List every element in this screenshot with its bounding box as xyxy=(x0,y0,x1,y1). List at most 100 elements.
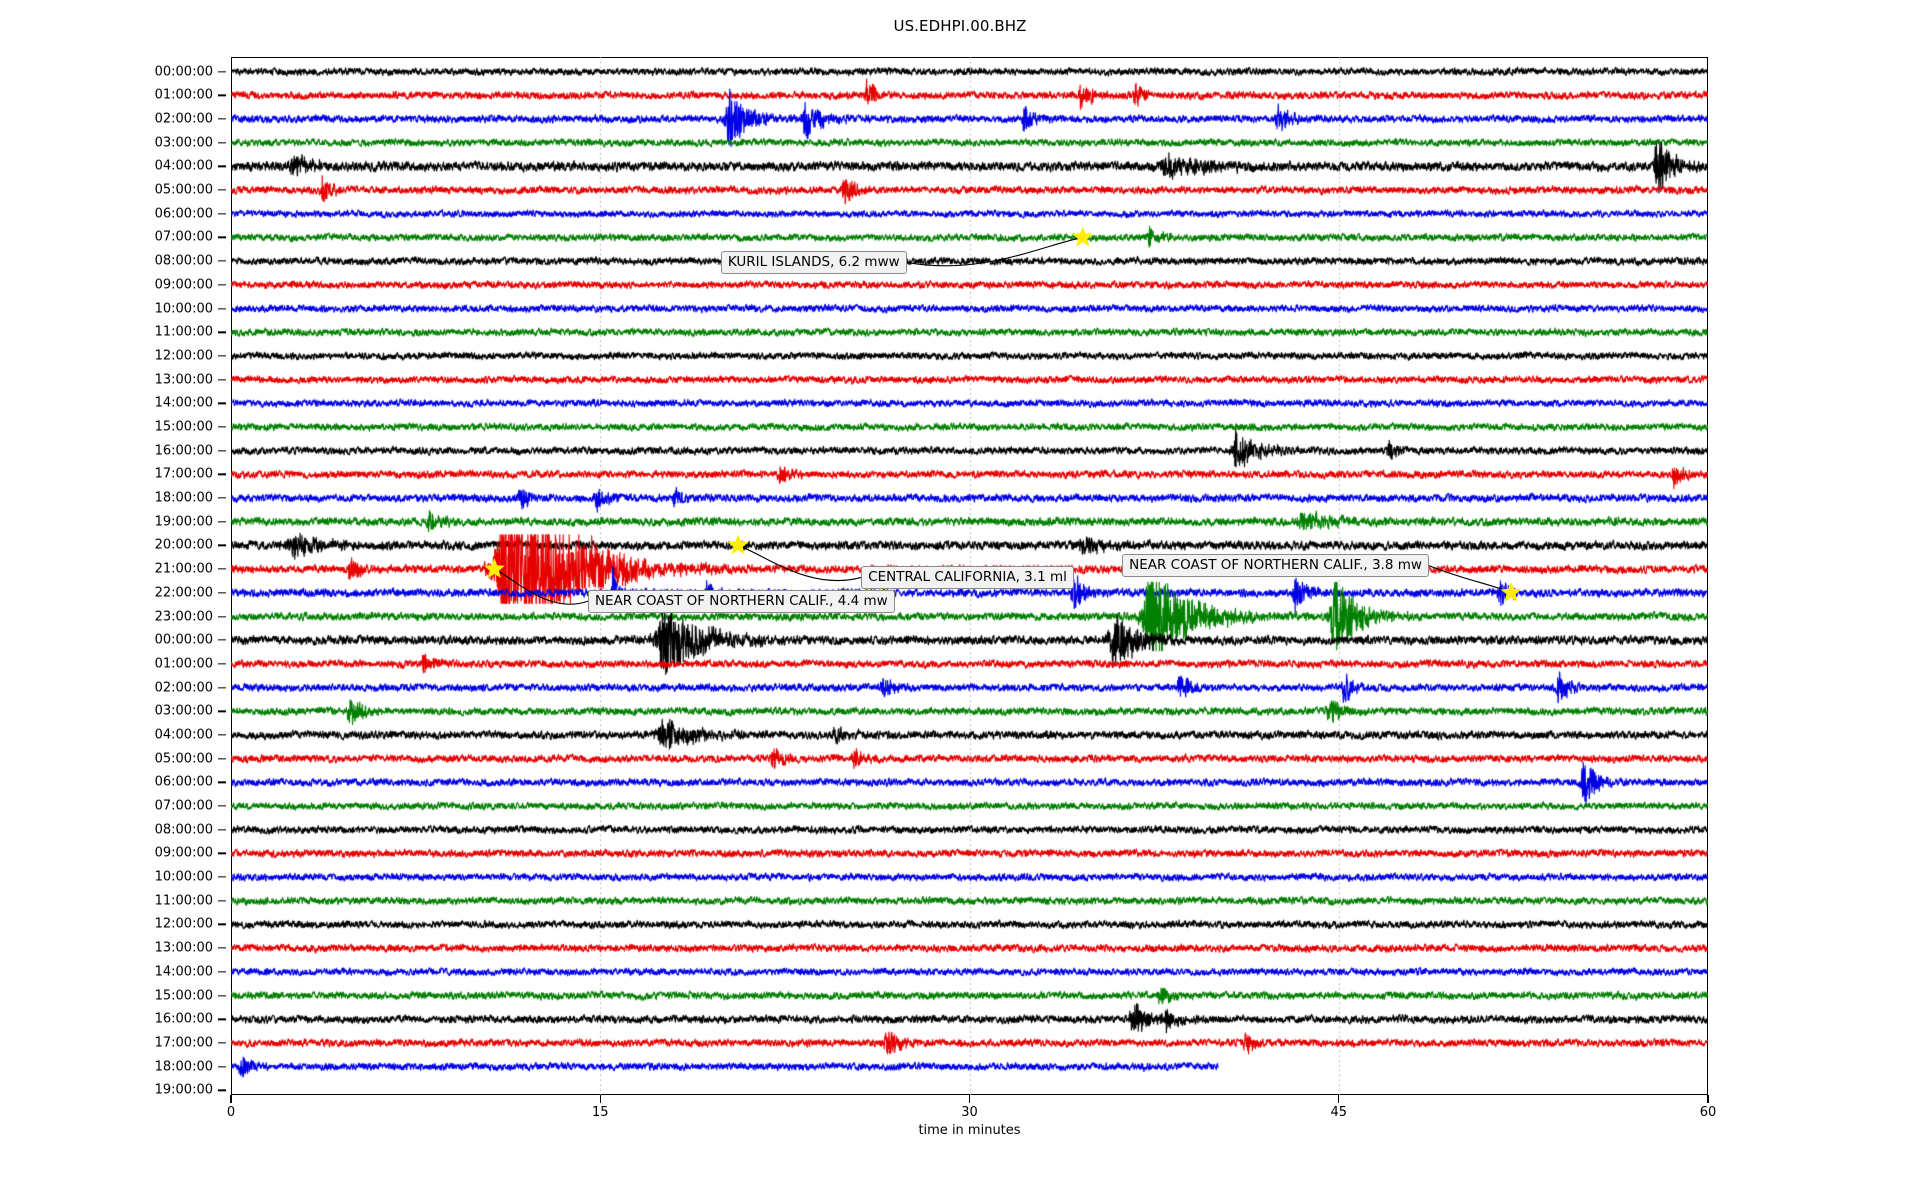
y-tick-label-16: 16:00:00 xyxy=(154,443,213,459)
y-tick-label-29: 05:00:00 xyxy=(154,751,213,767)
y-tick-label-33: 09:00:00 xyxy=(154,845,213,861)
y-tick-mark-30 xyxy=(218,781,226,783)
y-tick-mark-24 xyxy=(218,639,226,641)
y-tick-label-15: 15:00:00 xyxy=(154,419,213,435)
y-tick-label-38: 14:00:00 xyxy=(154,964,213,980)
y-tick-label-8: 08:00:00 xyxy=(154,253,213,269)
x-tick-mark-4 xyxy=(1707,1095,1709,1103)
y-tick-mark-7 xyxy=(218,236,226,239)
y-tick-label-41: 17:00:00 xyxy=(154,1035,213,1051)
x-tick-label-4: 60 xyxy=(1699,1105,1717,1120)
y-tick-mark-17 xyxy=(218,473,226,476)
y-tick-mark-32 xyxy=(218,829,226,831)
y-tick-mark-0 xyxy=(218,70,226,73)
y-tick-label-25: 01:00:00 xyxy=(154,656,213,672)
y-tick-mark-26 xyxy=(218,686,226,689)
y-tick-mark-13 xyxy=(218,378,226,381)
y-tick-mark-31 xyxy=(218,805,226,807)
y-tick-mark-42 xyxy=(218,1065,226,1068)
y-tick-mark-5 xyxy=(218,189,226,191)
x-tick-label-1: 15 xyxy=(591,1105,609,1120)
y-tick-mark-27 xyxy=(218,710,226,712)
y-tick-mark-21 xyxy=(218,568,226,570)
y-tick-label-12: 12:00:00 xyxy=(154,348,213,364)
y-tick-mark-10 xyxy=(218,307,226,310)
y-tick-mark-41 xyxy=(218,1042,226,1044)
y-tick-label-31: 07:00:00 xyxy=(154,798,213,814)
x-tick-label-2: 30 xyxy=(961,1105,978,1120)
y-tick-mark-43 xyxy=(218,1089,226,1091)
y-tick-mark-14 xyxy=(218,402,226,404)
y-tick-label-13: 13:00:00 xyxy=(154,372,213,388)
y-tick-label-24: 00:00:00 xyxy=(154,632,213,648)
y-tick-mark-8 xyxy=(218,260,226,262)
y-tick-label-32: 08:00:00 xyxy=(154,822,213,838)
y-tick-label-18: 18:00:00 xyxy=(154,490,213,506)
y-tick-mark-23 xyxy=(218,615,226,618)
y-tick-label-19: 19:00:00 xyxy=(154,514,213,530)
x-tick-mark-1 xyxy=(599,1095,601,1103)
y-tick-label-1: 01:00:00 xyxy=(154,87,213,103)
y-tick-mark-20 xyxy=(218,544,226,547)
y-tick-label-22: 22:00:00 xyxy=(154,585,213,601)
y-tick-label-30: 06:00:00 xyxy=(154,774,213,790)
x-tick-label-3: 45 xyxy=(1330,1105,1348,1120)
y-axis-tick-labels: 00:00:00 01:00:00 02:00:00 03:00:00 04:00:00… xyxy=(0,57,231,1098)
y-tick-label-27: 03:00:00 xyxy=(154,703,213,719)
event-annotation-n-calif-44[interactable]: NEAR COAST OF NORTHERN CALIF., 4.4 mw xyxy=(587,589,895,613)
y-tick-label-28: 04:00:00 xyxy=(154,727,213,743)
y-tick-label-0: 00:00:00 xyxy=(154,64,213,80)
y-tick-label-7: 07:00:00 xyxy=(154,229,213,245)
y-tick-mark-37 xyxy=(218,947,226,949)
y-tick-label-34: 10:00:00 xyxy=(154,869,213,885)
y-tick-label-17: 17:00:00 xyxy=(154,466,213,482)
event-annotation-kuril[interactable]: KURIL ISLANDS, 6.2 mww xyxy=(720,250,907,274)
y-tick-label-2: 02:00:00 xyxy=(154,111,213,127)
y-tick-label-20: 20:00:00 xyxy=(154,537,213,553)
y-tick-mark-19 xyxy=(218,521,226,523)
event-annotation-central-ca[interactable]: CENTRAL CALIFORNIA, 3.1 ml xyxy=(861,565,1074,589)
y-tick-mark-16 xyxy=(218,450,226,452)
y-tick-mark-33 xyxy=(218,852,226,855)
y-tick-mark-28 xyxy=(218,734,226,736)
y-tick-label-21: 21:00:00 xyxy=(154,561,213,577)
y-tick-mark-9 xyxy=(218,284,226,286)
y-tick-mark-11 xyxy=(218,331,226,333)
x-tick-label-0: 0 xyxy=(226,1105,236,1120)
y-tick-label-14: 14:00:00 xyxy=(154,395,213,411)
y-tick-label-11: 11:00:00 xyxy=(154,324,213,340)
event-annotation-n-calif-38[interactable]: NEAR COAST OF NORTHERN CALIF., 3.8 mw xyxy=(1122,553,1429,578)
x-tick-mark-2 xyxy=(968,1095,971,1103)
y-tick-label-43: 19:00:00 xyxy=(154,1082,213,1098)
page-title: US.EDHPI.00.BHZ xyxy=(893,17,1027,35)
y-tick-mark-36 xyxy=(218,923,226,926)
y-tick-mark-29 xyxy=(218,757,226,760)
y-tick-label-26: 02:00:00 xyxy=(154,680,213,696)
y-tick-label-39: 15:00:00 xyxy=(154,988,213,1004)
y-tick-mark-1 xyxy=(218,94,226,96)
y-tick-mark-12 xyxy=(218,355,226,357)
y-tick-label-6: 06:00:00 xyxy=(154,206,213,222)
y-tick-mark-25 xyxy=(218,663,226,665)
x-tick-mark-0 xyxy=(230,1095,232,1103)
y-tick-mark-38 xyxy=(218,971,226,973)
y-tick-mark-34 xyxy=(218,876,226,878)
x-tick-mark-3 xyxy=(1338,1095,1340,1103)
y-tick-mark-2 xyxy=(218,118,226,120)
y-tick-label-10: 10:00:00 xyxy=(154,301,213,317)
y-tick-mark-22 xyxy=(218,592,226,594)
y-tick-label-36: 12:00:00 xyxy=(154,916,213,932)
y-tick-label-9: 09:00:00 xyxy=(154,277,213,293)
y-tick-label-3: 03:00:00 xyxy=(154,135,213,151)
y-tick-mark-39 xyxy=(218,994,226,997)
x-axis-tick-labels: 0 15 30 45 60 xyxy=(0,1095,1920,1135)
y-tick-mark-35 xyxy=(218,900,226,902)
y-tick-mark-6 xyxy=(218,213,226,215)
y-tick-mark-15 xyxy=(218,426,226,428)
y-tick-mark-18 xyxy=(218,497,226,499)
y-tick-label-40: 16:00:00 xyxy=(154,1011,213,1027)
y-tick-label-5: 05:00:00 xyxy=(154,182,213,198)
y-tick-mark-40 xyxy=(218,1018,226,1020)
y-tick-mark-3 xyxy=(218,142,226,144)
